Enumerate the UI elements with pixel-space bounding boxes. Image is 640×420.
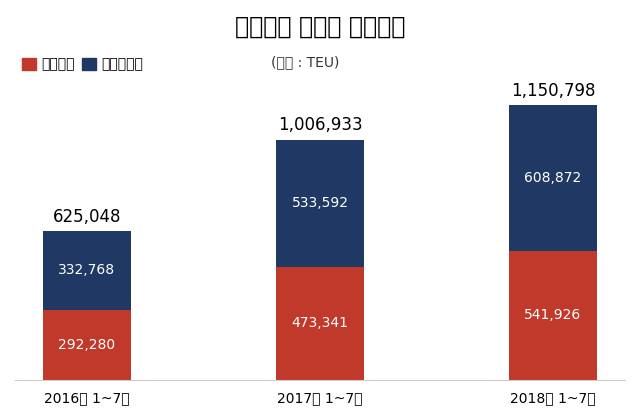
Text: 332,768: 332,768 bbox=[58, 263, 116, 278]
Text: 608,872: 608,872 bbox=[524, 171, 582, 185]
Text: (단위 : TEU): (단위 : TEU) bbox=[271, 55, 340, 70]
Title: 현대상선 부산항 처리물량: 현대상선 부산항 처리물량 bbox=[235, 15, 405, 39]
Text: 1,006,933: 1,006,933 bbox=[278, 116, 362, 134]
Text: 625,048: 625,048 bbox=[52, 207, 121, 226]
Bar bbox=[43, 231, 131, 310]
Text: 292,280: 292,280 bbox=[58, 338, 116, 352]
Text: 533,592: 533,592 bbox=[291, 196, 349, 210]
Bar bbox=[276, 267, 364, 380]
Text: 541,926: 541,926 bbox=[524, 308, 582, 322]
Legend: 환적화물, 수출입화물: 환적화물, 수출입화물 bbox=[22, 58, 143, 72]
Bar bbox=[276, 140, 364, 267]
Bar bbox=[509, 251, 597, 380]
Bar bbox=[43, 310, 131, 380]
Bar bbox=[509, 105, 597, 251]
Text: 473,341: 473,341 bbox=[291, 316, 349, 331]
Text: 1,150,798: 1,150,798 bbox=[511, 82, 595, 100]
